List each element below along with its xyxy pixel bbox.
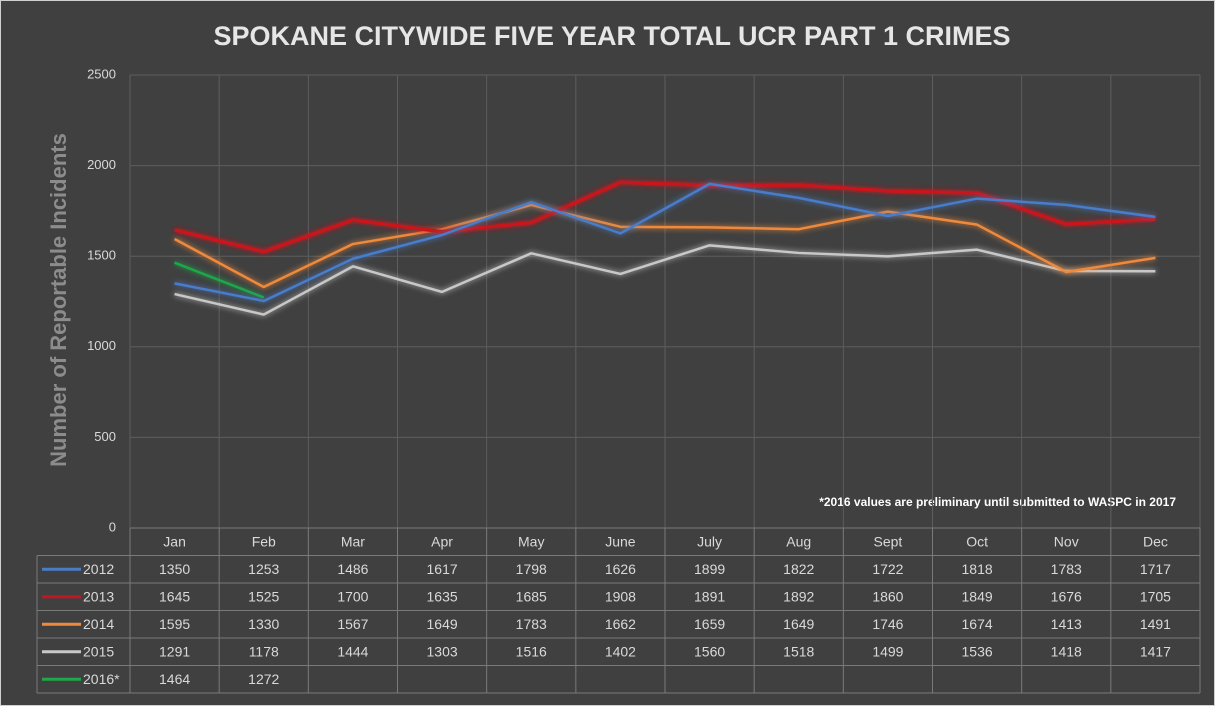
- table-value: 1560: [694, 643, 725, 659]
- table-value: 1860: [872, 588, 903, 604]
- table-value: 1798: [516, 561, 547, 577]
- y-tick-label: 0: [109, 519, 116, 534]
- y-tick-label: 1000: [87, 338, 116, 353]
- legend-label: 2016*: [83, 671, 120, 687]
- table-value: 1674: [962, 616, 993, 632]
- table-value: 1908: [605, 588, 636, 604]
- table-value: 1444: [337, 643, 368, 659]
- table-value: 1499: [872, 643, 903, 659]
- table-value: 1486: [337, 561, 368, 577]
- series-line: [174, 182, 1156, 303]
- table-value: 1350: [159, 561, 190, 577]
- table-value: 1822: [783, 561, 814, 577]
- series-line: [173, 203, 1156, 289]
- table-value: 1626: [605, 561, 636, 577]
- table-value: 1645: [159, 588, 190, 604]
- x-tick-label: Mar: [341, 533, 365, 549]
- table-value: 1659: [694, 616, 725, 632]
- table-value: 1685: [516, 588, 547, 604]
- table-value: 1595: [159, 616, 190, 632]
- table-value: 1525: [248, 588, 279, 604]
- table-value: 1635: [427, 588, 458, 604]
- x-tick-label: Feb: [252, 533, 276, 549]
- table-value: 1849: [962, 588, 993, 604]
- legend-label: 2012: [83, 561, 114, 577]
- table-value: 1818: [962, 561, 993, 577]
- table-value: 1783: [516, 616, 547, 632]
- table-value: 1253: [248, 561, 279, 577]
- table-value: 1291: [159, 643, 190, 659]
- table-value: 1536: [962, 643, 993, 659]
- table-value: 1891: [694, 588, 725, 604]
- table-value: 1303: [427, 643, 458, 659]
- y-tick-label: 1500: [87, 248, 116, 263]
- table-value: 1617: [427, 561, 458, 577]
- table-value: 1464: [159, 671, 190, 687]
- y-tick-label: 2000: [87, 157, 116, 172]
- chart-title: SPOKANE CITYWIDE FIVE YEAR TOTAL UCR PAR…: [213, 21, 1010, 51]
- annotation: *2016 values are preliminary until submi…: [819, 495, 1176, 509]
- x-tick-label: Aug: [786, 533, 811, 549]
- table-value: 1413: [1051, 616, 1082, 632]
- series-line: [174, 180, 1156, 254]
- table-value: 1717: [1140, 561, 1171, 577]
- x-tick-label: Oct: [966, 533, 988, 549]
- table-value: 1722: [872, 561, 903, 577]
- legend-label: 2014: [83, 616, 114, 632]
- table-value: 1700: [337, 588, 368, 604]
- table-value: 1418: [1051, 643, 1082, 659]
- table-value: 1178: [249, 643, 279, 659]
- x-tick-label: June: [605, 533, 636, 549]
- y-tick-label: 2500: [87, 66, 116, 81]
- table-value: 1272: [248, 671, 279, 687]
- table-value: 1491: [1140, 616, 1171, 632]
- y-tick-label: 500: [94, 429, 116, 444]
- table-value: 1417: [1140, 643, 1171, 659]
- table-value: 1516: [516, 643, 547, 659]
- series-line: [174, 261, 265, 299]
- x-tick-label: Apr: [431, 533, 453, 549]
- legend-label: 2013: [83, 588, 114, 604]
- table-value: 1705: [1140, 588, 1171, 604]
- table-value: 1892: [783, 588, 814, 604]
- table-value: 1649: [783, 616, 814, 632]
- table-value: 1518: [783, 643, 814, 659]
- table-value: 1899: [694, 561, 725, 577]
- table-value: 1662: [605, 616, 636, 632]
- table-value: 1649: [427, 616, 458, 632]
- table-value: 1676: [1051, 588, 1082, 604]
- series-line: [174, 244, 1156, 316]
- table-value: 1402: [605, 643, 636, 659]
- table-value: 1330: [248, 616, 279, 632]
- y-axis-label: Number of Reportable Incidents: [46, 133, 71, 467]
- legend-label: 2015: [83, 643, 114, 659]
- x-tick-label: Dec: [1143, 533, 1168, 549]
- table-value: 1746: [872, 616, 903, 632]
- x-tick-label: Nov: [1054, 533, 1079, 549]
- x-tick-label: May: [518, 533, 544, 549]
- table-value: 1783: [1051, 561, 1082, 577]
- table-value: 1567: [337, 616, 368, 632]
- x-tick-label: July: [697, 533, 722, 549]
- x-tick-label: Jan: [163, 533, 186, 549]
- x-tick-label: Sept: [874, 533, 903, 549]
